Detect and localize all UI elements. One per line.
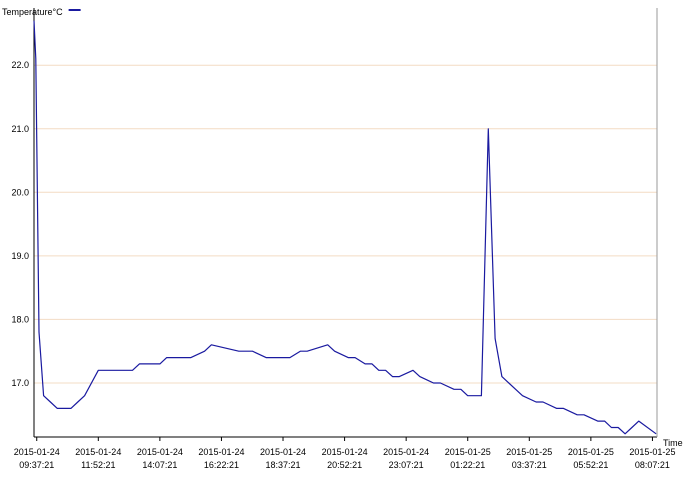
y-tick-label: 18.0 xyxy=(11,314,29,324)
x-tick-label-date: 2015-01-24 xyxy=(322,447,368,457)
x-tick-label-date: 2015-01-24 xyxy=(198,447,244,457)
y-axis-title: Temperature°C xyxy=(2,7,63,17)
x-tick-label-date: 2015-01-25 xyxy=(506,447,552,457)
x-tick-label-time: 14:07:21 xyxy=(142,460,177,470)
y-tick-label: 20.0 xyxy=(11,187,29,197)
x-tick-label-date: 2015-01-25 xyxy=(568,447,614,457)
x-tick-label-time: 09:37:21 xyxy=(19,460,54,470)
y-tick-label: 22.0 xyxy=(11,60,29,70)
x-tick-label-time: 03:37:21 xyxy=(512,460,547,470)
x-tick-label-date: 2015-01-25 xyxy=(445,447,491,457)
y-tick-label: 19.0 xyxy=(11,251,29,261)
x-tick-label-time: 11:52:21 xyxy=(81,460,115,470)
x-tick-label-date: 2015-01-24 xyxy=(383,447,429,457)
gridlines xyxy=(34,64,657,384)
x-tick-label-time: 23:07:21 xyxy=(389,460,424,470)
x-tick-label-time: 05:52:21 xyxy=(573,460,608,470)
x-tick-label-date: 2015-01-24 xyxy=(14,447,60,457)
tick-labels: 17.0 18.0 19.0 20.0 21.0 22.0 2015-01-24 09:37:… xyxy=(11,60,675,470)
y-tick-label: 17.0 xyxy=(11,378,29,388)
x-tick-label-date: 2015-01-24 xyxy=(75,447,121,457)
x-tick-label-time: 08:07:21 xyxy=(635,460,670,470)
x-tick-label-time: 01:22:21 xyxy=(450,460,485,470)
x-tick-label-date: 2015-01-24 xyxy=(260,447,306,457)
x-tick-label-date: 2015-01-24 xyxy=(137,447,183,457)
x-tick-label-time: 16:22:21 xyxy=(204,460,239,470)
series-layer xyxy=(33,20,657,435)
temperature-series-line xyxy=(33,20,657,435)
y-tick-label: 21.0 xyxy=(11,124,29,134)
x-tick-label-date: 2015-01-25 xyxy=(629,447,675,457)
x-tick-label-time: 18:37:21 xyxy=(265,460,300,470)
x-axis-title: Time xyxy=(663,438,683,448)
x-tick-label-time: 20:52:21 xyxy=(327,460,362,470)
axes xyxy=(33,8,658,441)
